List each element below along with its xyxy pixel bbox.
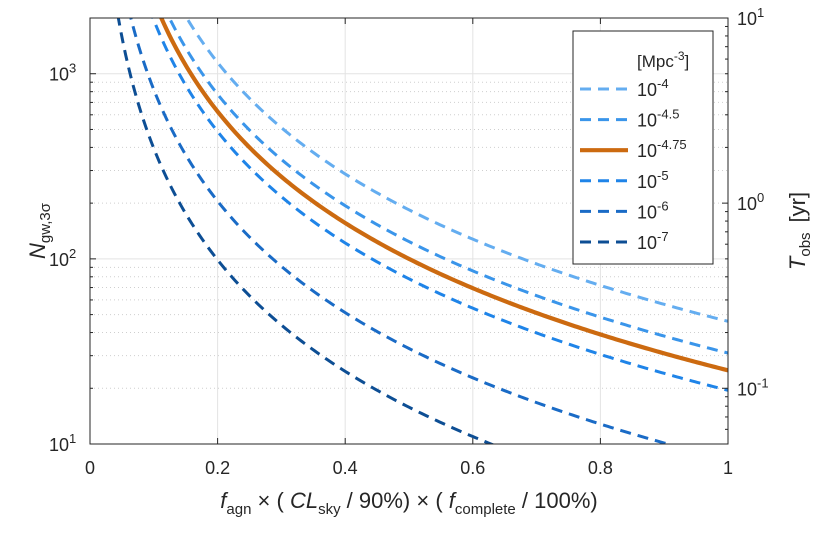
y-tick-label: 102: [49, 246, 76, 270]
series-line--4.5: [167, 18, 728, 355]
x-tick-label: 0.2: [205, 458, 230, 478]
legend-label: 10-4.5: [637, 107, 679, 131]
series-line--4: [185, 18, 728, 323]
y-tick-label: 103: [49, 61, 76, 85]
y2-tick-label: 100: [737, 190, 764, 214]
y-axis-label-sub: gw,3σ: [37, 202, 54, 243]
y-axis-label: Ngw,3σ: [25, 202, 54, 259]
x-axis-label: fagn × ( CLsky / 90%) × ( fcomplete / 10…: [220, 488, 597, 518]
y-axis-label-n: N: [25, 243, 50, 259]
legend-label: 10-4: [637, 76, 669, 100]
legend-label: 10-6: [637, 198, 669, 222]
svg-text:Tobs[yr]: Tobs [yr]: [785, 192, 814, 270]
series-line--5: [151, 18, 728, 392]
legend: [Mpc-3] 10-4 10-4.5 10-4.75 10-5 10-6 10-7: [572, 30, 714, 265]
y2-tick-label: 10-1: [737, 375, 769, 399]
y2-axis-label: Tobs [yr]: [785, 192, 814, 270]
svg-text:Ngw,3σ: Ngw,3σ: [25, 202, 54, 259]
legend-label: 10-5: [637, 168, 669, 192]
x-tick-label: 0: [85, 458, 95, 478]
legend-label: 10-7: [637, 229, 669, 253]
x-tick-label: 0.8: [588, 458, 613, 478]
y2-axis-label-sub: obs: [797, 232, 814, 256]
x-tick-label: 0.6: [460, 458, 485, 478]
x-tick-label: 1: [723, 458, 733, 478]
plot-frame: [89, 17, 729, 445]
ticks: 0 0.2 0.4 0.6 0.8 1 101 102 103 10-1 100 101: [49, 5, 769, 478]
series-layer: [116, 18, 728, 444]
legend-box: [572, 30, 714, 265]
legend-label: 10-4.75: [637, 137, 687, 161]
series-line--6: [129, 18, 674, 444]
x-tick-label: 0.4: [333, 458, 358, 478]
y-tick-label: 101: [49, 431, 76, 455]
y2-axis-label-t: T: [785, 255, 810, 270]
legend-title: [Mpc-3]: [637, 49, 689, 71]
series-line--4.75: [159, 18, 728, 373]
y2-tick-label: 101: [737, 5, 764, 29]
y2-axis-label-unit: [yr]: [785, 192, 810, 223]
